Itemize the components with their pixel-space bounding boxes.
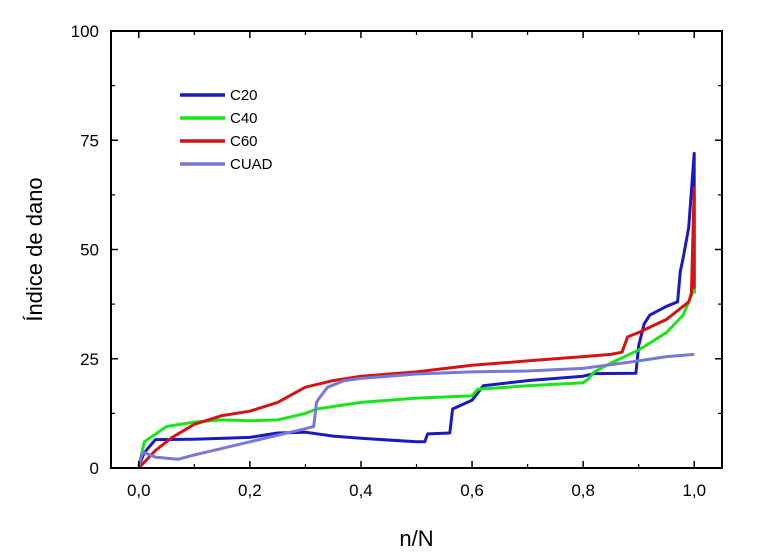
series-line-c20 (137, 151, 696, 467)
x-tick-label: 0,8 (571, 481, 595, 500)
axis-ticks (111, 30, 722, 469)
x-tick-label: 1,0 (682, 481, 706, 500)
legend-label-c20: C20 (230, 87, 258, 104)
y-tick-label: 0 (90, 459, 99, 478)
series-line-cuad (137, 352, 695, 467)
series-lines (137, 151, 696, 470)
y-tick-label: 50 (80, 241, 99, 260)
x-tick-label: 0,6 (460, 481, 484, 500)
legend: C20 C40 C60 CUAD (180, 87, 273, 173)
y-axis-title: Índice de dano (22, 177, 47, 321)
series-line-c40 (137, 287, 696, 468)
x-tick-label: 0,2 (238, 481, 262, 500)
y-tick-label: 25 (80, 350, 99, 369)
tick-labels: 0,0 0,2 0,4 0,6 0,8 1,0 0 25 50 75 100 (71, 22, 706, 500)
x-axis-title: n/N (399, 526, 433, 551)
y-tick-label: 75 (80, 131, 99, 150)
x-tick-label: 0,4 (349, 481, 373, 500)
legend-label-c60: C60 (230, 133, 258, 150)
series-line-c60 (137, 186, 696, 470)
x-tick-label: 0,0 (127, 481, 151, 500)
legend-label-c40: C40 (230, 110, 258, 127)
y-tick-label: 100 (71, 22, 99, 41)
legend-label-cuad: CUAD (230, 156, 273, 173)
